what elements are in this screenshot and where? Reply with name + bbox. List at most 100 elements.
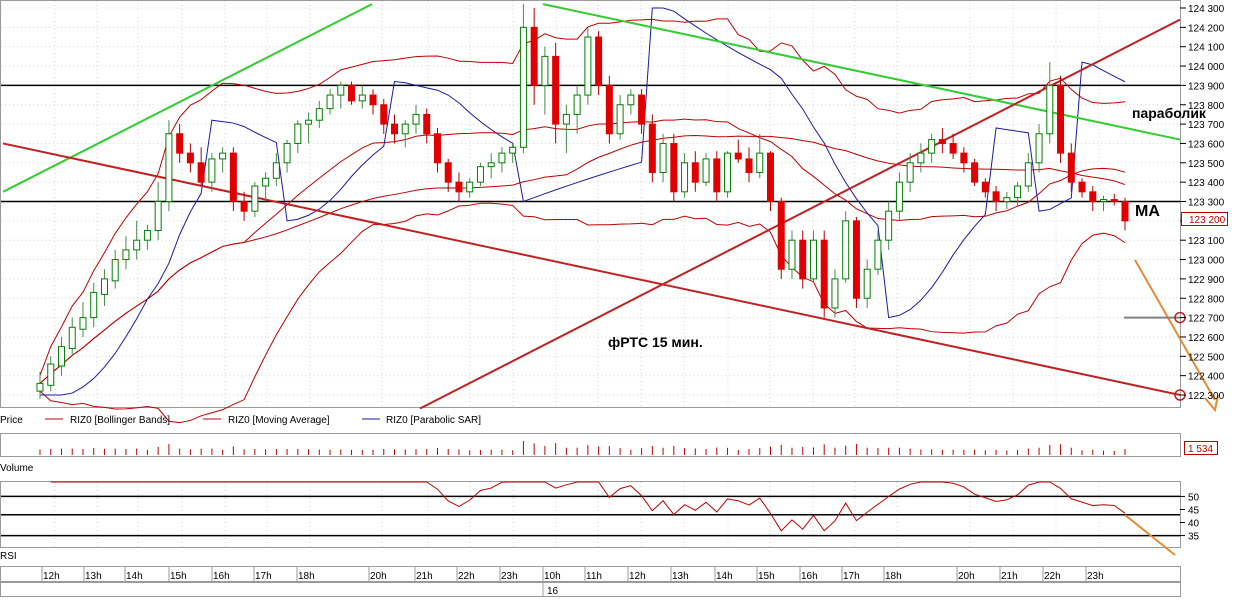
candle-body	[1121, 201, 1129, 222]
moving-average	[39, 135, 1126, 384]
candle-body	[595, 36, 603, 86]
time-tick-label: 20h	[958, 571, 975, 582]
candle-body	[433, 133, 441, 164]
rsi-tick-label: 40	[1188, 519, 1200, 530]
volume-bars	[39, 441, 1126, 455]
candle-body	[47, 363, 55, 386]
candle-body	[842, 220, 850, 280]
candle-body	[326, 94, 334, 110]
candle-body	[724, 152, 732, 193]
bollinger-lower	[39, 202, 1126, 424]
candle-body	[197, 162, 205, 183]
candle-body	[917, 152, 925, 164]
candle-body	[305, 119, 313, 125]
candle-body	[111, 259, 119, 282]
candle-body	[369, 94, 377, 106]
time-tick-label: 12h	[629, 571, 646, 582]
candle-body	[562, 113, 570, 125]
date-label: 16	[547, 586, 559, 597]
candle-body	[648, 123, 656, 173]
legend-bollinger: RIZ0 [Bollinger Bands]	[70, 415, 170, 426]
timeframe-annotation: фРТС 15 мин.	[608, 334, 703, 350]
candle-body	[519, 26, 527, 148]
price-tick-label: 123 700	[1188, 120, 1225, 131]
candle-body	[165, 133, 173, 202]
candle-body	[1110, 199, 1118, 203]
candle-body	[895, 181, 903, 212]
candle-body	[90, 291, 98, 319]
candle-body	[928, 139, 936, 154]
volume-last-box	[1184, 441, 1218, 455]
candle-body	[36, 382, 44, 392]
candle-body	[831, 278, 839, 309]
candle-body	[799, 239, 807, 280]
parabolic-sar	[40, 7, 1126, 396]
rsi-series	[1, 481, 1180, 556]
time-tick-label: 20h	[370, 571, 387, 582]
price-tick-label: 124 000	[1188, 62, 1225, 73]
candle-body	[208, 158, 216, 183]
trend-lines	[2, 3, 1219, 413]
candle-body	[509, 146, 517, 154]
candle-body	[777, 201, 785, 270]
candle-body	[455, 181, 463, 193]
time-tick-label: 17h	[843, 571, 860, 582]
candle-body	[1057, 84, 1065, 154]
time-tick-label: 11h	[586, 571, 602, 582]
rsi-label: RSI	[0, 551, 17, 562]
price-tick-label: 124 100	[1188, 43, 1225, 54]
rsi-tick-label: 35	[1188, 532, 1200, 543]
ma-annotation: MA	[1135, 203, 1160, 220]
time-tick-label: 13h	[85, 571, 102, 582]
candle-body	[1067, 152, 1075, 183]
candle-body	[283, 142, 291, 164]
time-tick-label: 23h	[1087, 571, 1104, 582]
candle-body	[616, 104, 624, 135]
candle-body	[949, 142, 957, 154]
candle-body	[251, 185, 259, 212]
candle-body	[992, 191, 1000, 202]
bollinger-upper	[39, 18, 1126, 376]
candle-body	[809, 239, 817, 280]
price-tick-label: 124 300	[1188, 4, 1225, 15]
candle-body	[186, 152, 194, 164]
candle-body	[68, 326, 76, 350]
red-descending-channel-line	[2, 142, 1181, 396]
price-tick-label: 123 600	[1188, 139, 1225, 150]
candle-body	[122, 249, 130, 261]
price-tick-label: 122 600	[1188, 333, 1225, 344]
price-tick-label: 123 500	[1188, 159, 1225, 170]
time-tick-label: 16h	[213, 571, 230, 582]
candle-body	[176, 133, 184, 154]
price-tick-label: 122 400	[1188, 372, 1225, 383]
price-tick-label: 122 300	[1188, 391, 1225, 402]
candle-body	[337, 84, 345, 96]
candle-body	[938, 139, 946, 144]
price-tick-label: 122 800	[1188, 294, 1225, 305]
time-tick-label: 12h	[43, 571, 60, 582]
orange-projection-arrow	[1134, 259, 1216, 401]
candle-body	[391, 123, 399, 135]
candle-body	[380, 104, 388, 125]
time-tick-label: 17h	[255, 571, 272, 582]
candle-body	[573, 94, 581, 115]
candle-body	[100, 278, 108, 295]
orange-arrowhead	[1204, 394, 1219, 413]
time-tick-label: 23h	[501, 571, 518, 582]
time-tick-label: 14h	[126, 571, 143, 582]
last-price-box	[1181, 212, 1228, 226]
price-tick-label: 122 700	[1188, 314, 1225, 325]
rsi-line	[50, 481, 1126, 532]
candle-body	[1078, 181, 1086, 193]
candle-body	[262, 177, 270, 187]
date-axis	[0, 582, 1181, 597]
price-tick-label: 123 000	[1188, 256, 1225, 267]
legend-ma: RIZ0 [Moving Average]	[228, 415, 330, 426]
volume-label: Volume	[0, 463, 34, 474]
candle-body	[1100, 199, 1108, 203]
candle-body	[734, 152, 742, 160]
candle-body	[401, 123, 409, 135]
time-tick-label: 22h	[458, 571, 475, 582]
candle-body	[605, 84, 613, 135]
candle-body	[1035, 133, 1043, 164]
